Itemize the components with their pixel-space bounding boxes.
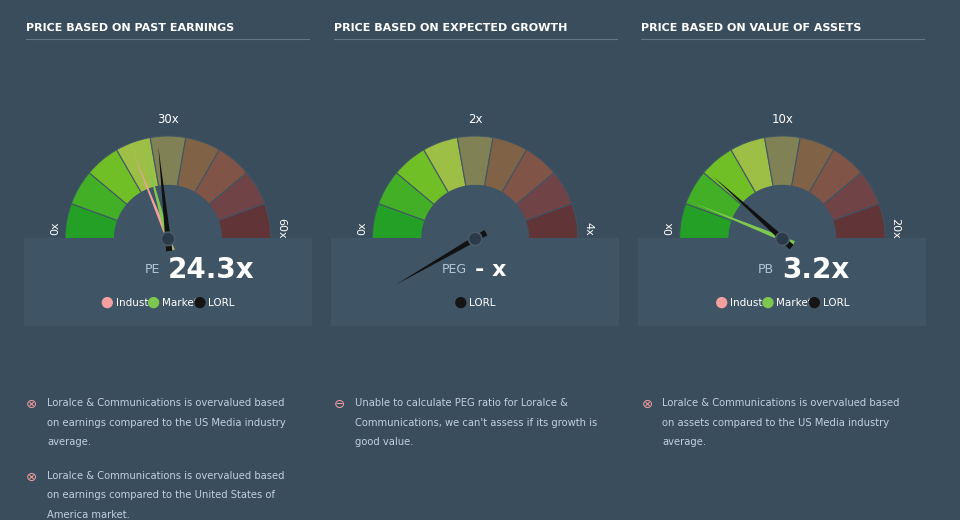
Bar	[331, 238, 619, 326]
Text: on assets compared to the US Media industry: on assets compared to the US Media indus…	[662, 418, 890, 427]
Text: - x: - x	[475, 259, 507, 280]
Bar	[24, 238, 312, 326]
Polygon shape	[133, 153, 175, 251]
Text: on earnings compared to the US Media industry: on earnings compared to the US Media ind…	[47, 418, 286, 427]
Text: PRICE BASED ON PAST EARNINGS: PRICE BASED ON PAST EARNINGS	[26, 23, 234, 33]
Text: PRICE BASED ON VALUE OF ASSETS: PRICE BASED ON VALUE OF ASSETS	[641, 23, 862, 33]
Text: PRICE BASED ON EXPECTED GROWTH: PRICE BASED ON EXPECTED GROWTH	[334, 23, 567, 33]
Wedge shape	[65, 204, 118, 239]
Text: Market: Market	[162, 297, 198, 308]
Text: ⊗: ⊗	[641, 398, 653, 411]
Circle shape	[455, 297, 467, 308]
Polygon shape	[158, 147, 173, 252]
Wedge shape	[209, 173, 265, 220]
Text: 60x: 60x	[276, 218, 286, 239]
Wedge shape	[178, 138, 220, 192]
Text: PB: PB	[758, 263, 774, 276]
Wedge shape	[731, 138, 773, 192]
Wedge shape	[195, 150, 247, 204]
Circle shape	[102, 297, 113, 308]
Text: ⊖: ⊖	[334, 398, 346, 411]
Wedge shape	[89, 150, 141, 204]
Polygon shape	[713, 177, 794, 250]
Text: ⊗: ⊗	[26, 471, 37, 484]
Wedge shape	[516, 173, 572, 220]
Text: 24.3x: 24.3x	[168, 256, 254, 284]
Polygon shape	[692, 202, 795, 246]
Text: 30x: 30x	[157, 113, 179, 126]
Circle shape	[716, 297, 728, 308]
Circle shape	[114, 185, 222, 292]
Circle shape	[421, 185, 529, 292]
Text: LORL: LORL	[208, 297, 234, 308]
Text: PE: PE	[144, 263, 159, 276]
Text: 0x: 0x	[664, 222, 674, 236]
Wedge shape	[680, 204, 732, 239]
Text: LORL: LORL	[823, 297, 849, 308]
Wedge shape	[704, 150, 756, 204]
Text: LORL: LORL	[469, 297, 495, 308]
Text: 3.2x: 3.2x	[782, 256, 850, 284]
Wedge shape	[792, 138, 834, 192]
Circle shape	[148, 297, 159, 308]
Wedge shape	[116, 138, 158, 192]
Circle shape	[161, 232, 175, 245]
Wedge shape	[824, 173, 879, 220]
Wedge shape	[378, 173, 434, 220]
Wedge shape	[457, 136, 493, 186]
Text: Loralce & Communications is overvalued based: Loralce & Communications is overvalued b…	[662, 398, 900, 408]
Text: 4x: 4x	[584, 222, 593, 236]
Text: Loralce & Communications is overvalued based: Loralce & Communications is overvalued b…	[47, 471, 284, 480]
Polygon shape	[143, 145, 174, 252]
Text: on earnings compared to the United States of: on earnings compared to the United State…	[47, 490, 276, 500]
Text: Communications, we can't assess if its growth is: Communications, we can't assess if its g…	[355, 418, 597, 427]
Text: 0x: 0x	[357, 222, 367, 236]
Circle shape	[468, 232, 482, 245]
Text: average.: average.	[47, 437, 91, 447]
Wedge shape	[396, 150, 448, 204]
Text: Industry: Industry	[730, 297, 773, 308]
Circle shape	[194, 297, 205, 308]
Text: Unable to calculate PEG ratio for Loralce &: Unable to calculate PEG ratio for Loralc…	[355, 398, 568, 408]
Circle shape	[729, 185, 836, 292]
Text: ⊗: ⊗	[26, 398, 37, 411]
Wedge shape	[71, 173, 127, 220]
Text: Market: Market	[777, 297, 812, 308]
Bar	[638, 238, 926, 326]
Wedge shape	[218, 204, 271, 239]
Text: Loralce & Communications is overvalued based: Loralce & Communications is overvalued b…	[47, 398, 284, 408]
Text: America market.: America market.	[47, 510, 130, 520]
Text: PEG: PEG	[442, 263, 467, 276]
Wedge shape	[685, 173, 741, 220]
Circle shape	[762, 297, 774, 308]
Text: good value.: good value.	[355, 437, 414, 447]
Text: 2x: 2x	[468, 113, 483, 126]
Wedge shape	[832, 204, 885, 239]
Polygon shape	[395, 230, 488, 285]
Text: Industry: Industry	[115, 297, 158, 308]
Wedge shape	[764, 136, 801, 186]
Wedge shape	[525, 204, 578, 239]
Circle shape	[776, 232, 789, 245]
Text: 20x: 20x	[891, 218, 900, 239]
Wedge shape	[485, 138, 527, 192]
Text: 10x: 10x	[772, 113, 793, 126]
Wedge shape	[372, 204, 425, 239]
Wedge shape	[150, 136, 186, 186]
Wedge shape	[502, 150, 554, 204]
Wedge shape	[809, 150, 861, 204]
Text: 0x: 0x	[50, 222, 60, 236]
Text: average.: average.	[662, 437, 707, 447]
Wedge shape	[423, 138, 466, 192]
Circle shape	[808, 297, 820, 308]
